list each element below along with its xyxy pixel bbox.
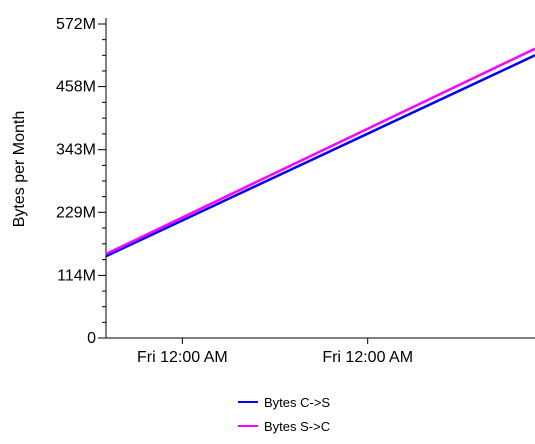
plot-series — [105, 47, 535, 258]
legend-label: Bytes C->S — [264, 395, 330, 410]
series-line-bytes-s-c — [105, 47, 535, 256]
y-tick-label: 229M — [56, 204, 96, 221]
x-ticks: Fri 12:00 AM Fri 12:00 AM — [137, 338, 413, 366]
x-tick-label: Fri 12:00 AM — [137, 349, 228, 366]
y-tick-label: 0 — [87, 330, 96, 347]
legend: Bytes C->S Bytes S->C — [238, 395, 330, 434]
axes — [105, 18, 535, 339]
y-tick-label: 343M — [56, 142, 96, 159]
series-line-bytes-c-s — [105, 54, 535, 258]
y-axis-title: Bytes per Month — [11, 111, 28, 228]
x-tick-label: Fri 12:00 AM — [322, 349, 413, 366]
y-tick-label: 458M — [56, 79, 96, 96]
y-tick-label: 572M — [56, 16, 96, 33]
y-ticks: 0 114M 229M 343M 458M 572M — [56, 16, 106, 347]
legend-label: Bytes S->C — [264, 419, 330, 434]
y-tick-label: 114M — [57, 267, 96, 284]
